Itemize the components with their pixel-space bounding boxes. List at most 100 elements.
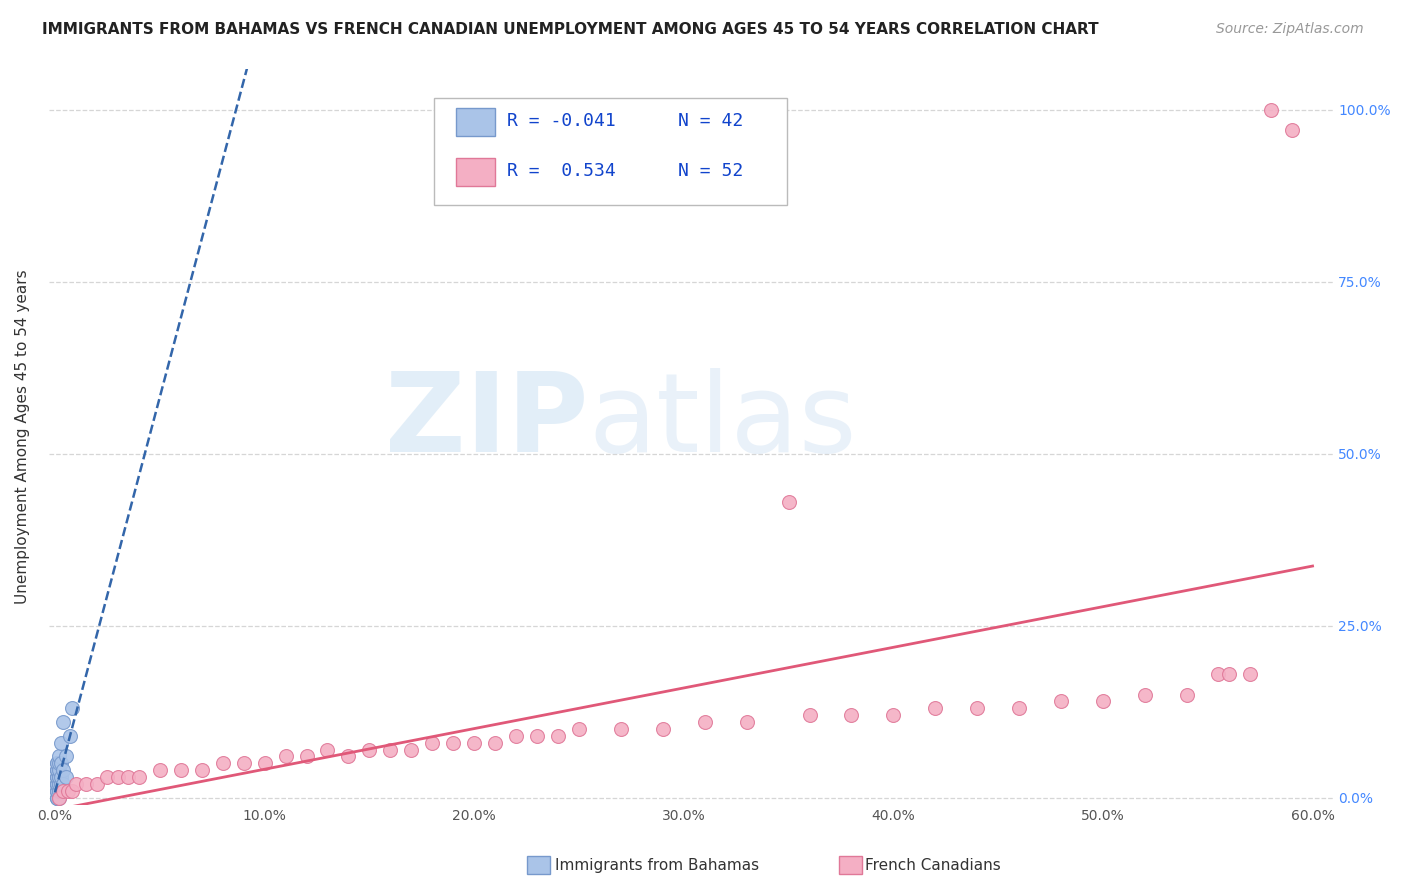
Point — [1218, 667, 1240, 681]
Point — [48, 777, 70, 791]
Point — [52, 784, 75, 798]
Point — [48, 790, 70, 805]
Point — [48, 784, 70, 798]
Point — [48, 763, 70, 777]
Point — [48, 756, 70, 771]
Point — [484, 736, 506, 750]
Text: N = 52: N = 52 — [678, 161, 744, 180]
Point — [337, 749, 360, 764]
Text: Immigrants from Bahamas: Immigrants from Bahamas — [555, 858, 759, 872]
Point — [295, 749, 318, 764]
Point — [51, 736, 73, 750]
Point — [46, 784, 69, 798]
Point — [46, 777, 69, 791]
Point — [46, 777, 69, 791]
Point — [55, 770, 77, 784]
Point — [46, 777, 69, 791]
Point — [46, 784, 69, 798]
Point — [651, 722, 673, 736]
Point — [52, 777, 75, 791]
Point — [46, 756, 69, 771]
Point — [46, 790, 69, 805]
FancyBboxPatch shape — [456, 108, 495, 136]
Point — [60, 784, 83, 798]
Point — [48, 777, 70, 791]
Point — [526, 729, 548, 743]
Point — [211, 756, 233, 771]
Point — [48, 784, 70, 798]
Point — [55, 749, 77, 764]
Point — [463, 736, 485, 750]
Point — [46, 756, 69, 771]
Point — [86, 777, 108, 791]
Text: N = 42: N = 42 — [678, 112, 744, 129]
Point — [359, 742, 381, 756]
Point — [107, 770, 129, 784]
Point — [924, 701, 946, 715]
Point — [380, 742, 402, 756]
Text: atlas: atlas — [588, 368, 856, 475]
Point — [52, 714, 75, 729]
Point — [46, 770, 69, 784]
FancyBboxPatch shape — [456, 158, 495, 186]
Point — [46, 763, 69, 777]
Point — [1008, 701, 1031, 715]
Point — [52, 763, 75, 777]
Point — [48, 790, 70, 805]
Point — [1175, 688, 1198, 702]
Point — [128, 770, 150, 784]
Point — [46, 770, 69, 784]
Text: ZIP: ZIP — [385, 368, 588, 475]
Point — [1050, 694, 1073, 708]
Point — [46, 784, 69, 798]
Point — [60, 701, 83, 715]
Point — [1206, 667, 1229, 681]
Point — [117, 770, 139, 784]
Point — [51, 770, 73, 784]
Point — [51, 756, 73, 771]
Point — [170, 763, 193, 777]
Point — [232, 756, 254, 771]
Point — [46, 784, 69, 798]
Point — [149, 763, 172, 777]
Point — [46, 790, 69, 805]
Point — [735, 714, 758, 729]
Point — [253, 756, 276, 771]
Point — [51, 777, 73, 791]
Point — [568, 722, 591, 736]
Text: French Canadians: French Canadians — [865, 858, 1001, 872]
Text: IMMIGRANTS FROM BAHAMAS VS FRENCH CANADIAN UNEMPLOYMENT AMONG AGES 45 TO 54 YEAR: IMMIGRANTS FROM BAHAMAS VS FRENCH CANADI… — [42, 22, 1099, 37]
Point — [1281, 123, 1303, 137]
Point — [1091, 694, 1114, 708]
Point — [96, 770, 118, 784]
Point — [46, 763, 69, 777]
Point — [76, 777, 98, 791]
Point — [401, 742, 423, 756]
Point — [190, 763, 212, 777]
Point — [56, 784, 79, 798]
Point — [1260, 103, 1282, 117]
Point — [48, 770, 70, 784]
Point — [882, 708, 904, 723]
Point — [966, 701, 988, 715]
Point — [48, 770, 70, 784]
Point — [547, 729, 569, 743]
Point — [51, 784, 73, 798]
Point — [46, 777, 69, 791]
Point — [274, 749, 297, 764]
Point — [316, 742, 339, 756]
Point — [841, 708, 863, 723]
Point — [693, 714, 716, 729]
Y-axis label: Unemployment Among Ages 45 to 54 years: Unemployment Among Ages 45 to 54 years — [15, 269, 30, 604]
Point — [46, 777, 69, 791]
Text: R = -0.041: R = -0.041 — [508, 112, 616, 129]
Point — [420, 736, 443, 750]
Point — [46, 763, 69, 777]
Point — [46, 770, 69, 784]
Point — [610, 722, 633, 736]
Point — [778, 495, 800, 509]
Point — [1239, 667, 1261, 681]
Point — [46, 790, 69, 805]
Text: R =  0.534: R = 0.534 — [508, 161, 616, 180]
Point — [441, 736, 464, 750]
